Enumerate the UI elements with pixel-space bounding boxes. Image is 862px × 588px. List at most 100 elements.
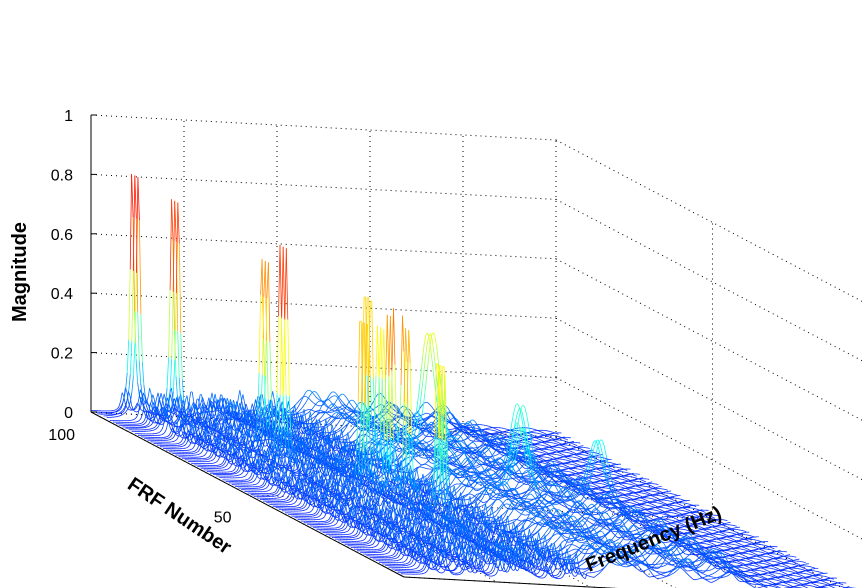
frf-segment xyxy=(317,400,320,403)
frf-segment xyxy=(156,416,159,422)
frf-segment xyxy=(209,403,213,410)
frf-segment xyxy=(317,397,320,400)
frf-segment xyxy=(151,416,154,419)
frf-segment xyxy=(119,414,122,417)
frf-segment xyxy=(177,410,180,413)
frf-segment xyxy=(335,395,337,397)
frf-segment xyxy=(333,418,336,422)
frf-segment xyxy=(327,398,329,401)
frf-segment xyxy=(208,400,211,409)
frf-segment xyxy=(573,452,576,454)
frf-segment xyxy=(348,410,351,412)
frf-segment xyxy=(473,436,476,439)
frf-segment xyxy=(314,391,317,393)
frf-segment xyxy=(327,424,330,427)
frf-segment xyxy=(131,419,134,421)
side-wall-gridline xyxy=(555,198,862,362)
frf-segment xyxy=(339,400,342,404)
frf-segment xyxy=(397,419,400,423)
frf-segment xyxy=(463,422,465,425)
frf-segment xyxy=(348,407,351,409)
frf-segment xyxy=(400,424,403,427)
frf-segment xyxy=(328,393,331,396)
frf-segment xyxy=(409,425,412,427)
frf-segment xyxy=(300,411,303,413)
frf-segment xyxy=(146,405,149,411)
frf-segment xyxy=(239,390,242,399)
frf-segment xyxy=(540,439,543,442)
frf-segment xyxy=(581,449,584,451)
frf-segment xyxy=(338,414,341,416)
frf-segment xyxy=(532,443,535,445)
frf-segment xyxy=(330,391,333,394)
frf-segment xyxy=(121,413,124,416)
frf-segment xyxy=(139,220,142,315)
frf-segment xyxy=(120,404,123,409)
frf-segment xyxy=(483,430,486,432)
frf-segment xyxy=(565,447,568,449)
frf-segment xyxy=(340,403,343,406)
frf-segment xyxy=(502,441,505,443)
frf-segment xyxy=(500,432,503,434)
frf-segment xyxy=(409,409,412,412)
frf-segment xyxy=(140,383,143,395)
frf-segment xyxy=(552,448,555,450)
frf-segment xyxy=(454,425,457,428)
frf-segment xyxy=(312,392,315,396)
frf-segment xyxy=(417,421,421,425)
frf-segment xyxy=(558,452,561,454)
frf-segment xyxy=(300,397,303,400)
frf-segment xyxy=(431,426,434,428)
frf-segment xyxy=(401,405,404,408)
frf-segment xyxy=(298,410,301,413)
frf-segment xyxy=(426,429,429,431)
frf-segment xyxy=(451,432,454,435)
frf-segment xyxy=(117,405,120,409)
frf-segment xyxy=(355,411,358,414)
frf-segment xyxy=(145,418,148,423)
frf-segment xyxy=(122,397,125,404)
frf-segment xyxy=(428,414,432,417)
frf-segment xyxy=(544,447,547,450)
frf-segment xyxy=(538,438,540,440)
frf-segment xyxy=(136,398,140,406)
frf-segment xyxy=(451,431,453,433)
frf-segment xyxy=(116,409,119,412)
frf-segment xyxy=(543,450,546,453)
frf-segment xyxy=(516,442,519,444)
frf-segment xyxy=(333,416,335,418)
frf-segment xyxy=(379,393,382,395)
frf-segment xyxy=(453,425,456,427)
frf-segment xyxy=(456,419,459,422)
frf-segment xyxy=(329,408,332,410)
frf-segment xyxy=(447,407,450,411)
frf-segment xyxy=(575,444,578,447)
frf-segment xyxy=(421,417,424,420)
frf-segment xyxy=(131,404,134,410)
frf-segment xyxy=(319,406,322,411)
frf-segment xyxy=(299,408,302,411)
frf-segment xyxy=(286,401,289,410)
frf-segment xyxy=(155,427,158,430)
frf-segment xyxy=(138,360,142,384)
frf-segment xyxy=(411,424,414,426)
frf-segment xyxy=(233,399,236,405)
frf-segment xyxy=(315,392,318,395)
frf-segment xyxy=(541,431,544,434)
frf-segment xyxy=(201,394,204,405)
frf-segment xyxy=(311,391,314,394)
frf-segment xyxy=(431,416,434,418)
frf-segment xyxy=(577,447,580,449)
frf-segment xyxy=(447,412,450,414)
frf-segment xyxy=(296,406,299,410)
frf-segment xyxy=(503,433,506,435)
frf-segment xyxy=(432,408,436,411)
frf-segment xyxy=(550,447,553,449)
frf-segment xyxy=(134,410,137,413)
frf-segment xyxy=(552,450,555,452)
frf-segment xyxy=(116,407,119,410)
frf-segment xyxy=(237,418,240,421)
frf-segment xyxy=(564,448,567,450)
frf-segment xyxy=(357,407,361,411)
frf-segment xyxy=(135,405,138,409)
